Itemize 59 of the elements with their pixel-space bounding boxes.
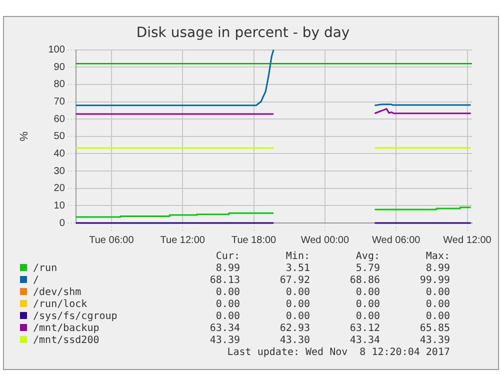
text: Cur:: [214, 251, 241, 263]
text: 8.99: [424, 263, 451, 275]
y-tick-label: 90: [54, 62, 66, 73]
legend-label: /sys/fs/cgroup: [32, 311, 118, 323]
text: Min:: [284, 251, 311, 263]
text: 63.34: [208, 323, 241, 335]
x-tick-label: Wed 12:00: [443, 234, 492, 246]
y-tick-label: 0: [59, 218, 66, 229]
legend-label: /run/lock: [32, 299, 88, 311]
y-tick-label: 80: [54, 79, 66, 90]
text: 0.00: [424, 299, 451, 311]
legend-label: /: [32, 275, 40, 287]
text: 43.30: [278, 335, 311, 347]
x-tick-label: Tue 12:00: [160, 234, 206, 246]
text: 0.00: [214, 287, 241, 299]
text: Last update: Wed Nov 8 12:20:04 2017: [226, 347, 451, 359]
y-axis-title: %: [18, 131, 31, 142]
text: 0.00: [214, 299, 241, 311]
legend-label: /mnt/backup: [32, 323, 100, 335]
y-tick-label: 100: [48, 44, 66, 56]
text: 43.39: [208, 335, 241, 347]
y-tick-label: 70: [54, 96, 66, 108]
text: 99.99: [418, 275, 451, 287]
text: 0.00: [284, 311, 311, 323]
text: 0.00: [424, 311, 451, 323]
y-tick-label: 50: [54, 131, 66, 142]
text: 67.92: [278, 275, 311, 287]
x-tick-label: Tue 06:00: [89, 234, 134, 246]
text: 43.39: [418, 335, 451, 347]
legend-label: /run: [32, 263, 58, 275]
text: 0.00: [354, 311, 381, 323]
y-tick-label: 40: [54, 148, 66, 160]
chart-title: Disk usage in percent - by day: [136, 25, 350, 42]
text: 62.93: [278, 323, 311, 335]
text: 43.34: [348, 335, 381, 347]
y-tick-label: 10: [54, 200, 66, 212]
text: 3.51: [284, 263, 311, 275]
text: 0.00: [424, 287, 451, 299]
legend-label: /mnt/ssd200: [32, 335, 100, 347]
text: 0.00: [284, 287, 311, 299]
y-tick-label: 20: [54, 183, 66, 194]
text: 0.00: [284, 299, 311, 311]
text: 0.00: [214, 311, 241, 323]
x-tick-label: Wed 00:00: [300, 234, 350, 246]
text: 8.99: [214, 263, 241, 275]
text: 63.12: [348, 323, 381, 335]
text: 5.79: [354, 263, 381, 275]
y-tick-label: 30: [54, 166, 66, 177]
text: Max:: [424, 251, 451, 263]
text: 68.13: [208, 275, 241, 287]
x-tick-label: Wed 06:00: [372, 234, 421, 246]
text: 65.85: [418, 323, 451, 335]
text: 68.86: [348, 275, 381, 287]
y-tick-label: 60: [54, 114, 66, 125]
text: Avg:: [354, 251, 381, 263]
text: 0.00: [354, 299, 381, 311]
legend-label: /dev/shm: [32, 287, 82, 299]
x-tick-label: Tue 18:00: [231, 234, 277, 246]
text: 0.00: [354, 287, 381, 299]
